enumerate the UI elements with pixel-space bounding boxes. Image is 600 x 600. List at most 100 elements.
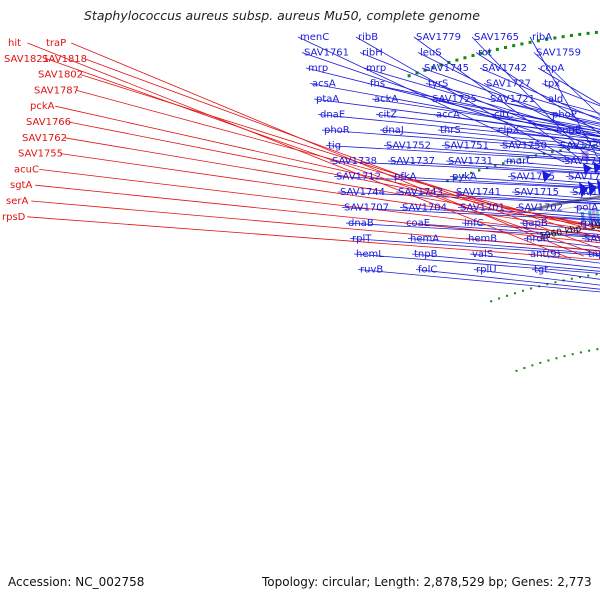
label-connector [507, 176, 600, 185]
gene-label: sgtA [10, 180, 32, 191]
grid-dot [523, 367, 526, 370]
label-connector [317, 114, 600, 143]
gene-label: SAV1821 [4, 54, 49, 65]
gene-label: SAV1731 [448, 156, 493, 167]
gene-label: SAV1737 [390, 156, 435, 167]
label-connector [475, 52, 600, 134]
gene-label: engB [556, 125, 582, 136]
feature-arrow [596, 179, 600, 196]
feature-arrow [583, 163, 592, 175]
label-connector [479, 67, 600, 121]
grid-dot [423, 68, 427, 72]
label-connector [383, 145, 600, 161]
gene-label: SAV1715 [514, 187, 559, 198]
gene-label: citC [494, 110, 513, 121]
grid-dot [506, 294, 509, 297]
gene-label: SAV1747 [568, 172, 600, 183]
grid-dot [528, 40, 532, 44]
label-connector [433, 114, 600, 137]
label-connector [371, 98, 600, 134]
gene-label: SAV1738 [332, 156, 377, 167]
label-connector [537, 67, 600, 105]
gene-label: tig [328, 141, 341, 152]
feature-arrow [578, 181, 588, 198]
grid-dot [555, 357, 558, 360]
grid-dot [504, 45, 508, 49]
grid-dot [570, 277, 573, 280]
label-connector [461, 222, 600, 235]
gene-label: SAV1755 [18, 149, 63, 160]
label-connector [417, 52, 600, 144]
grid-dot [469, 171, 473, 175]
label-connector [60, 153, 600, 232]
label-connector [545, 98, 600, 114]
grid-dot [494, 164, 497, 167]
gene-label: SAV1750 [502, 141, 547, 152]
label-connector [353, 253, 600, 274]
gene-label: tyrS [428, 79, 448, 90]
gene-label: phoP [552, 110, 577, 121]
label-connector [64, 137, 600, 229]
label-connector [503, 160, 600, 170]
grid-dot [486, 166, 489, 170]
gene-label: SAV1702 [518, 203, 563, 214]
gene-label: SAV1765 [474, 32, 519, 43]
label-connector [337, 191, 600, 205]
label-connector [399, 207, 600, 221]
gene-label: dnaJ [382, 125, 404, 136]
grid-dot [554, 281, 557, 284]
grid-dot [584, 145, 587, 148]
grid-dot [547, 359, 550, 362]
gene-label: SAV1745 [424, 63, 469, 74]
topology-label: Topology: circular; Length: 2,878,529 bp… [261, 575, 592, 589]
gene-label: fhs [370, 79, 385, 90]
label-connector [39, 169, 600, 237]
label-connector [429, 98, 600, 130]
gene-label: dnaE [320, 110, 345, 121]
label-connector [499, 145, 600, 156]
gene-label: thrS [440, 125, 461, 136]
gene-label: ccpA [540, 63, 564, 74]
label-connector [411, 253, 600, 272]
label-connector [341, 207, 600, 221]
gene-label: hemA [410, 234, 439, 245]
grid-dot [588, 349, 591, 352]
diagram-title: Staphylococcus aureus subsp. aureus Mu50… [84, 8, 480, 23]
grid-dot [454, 176, 457, 180]
label-connector [387, 160, 600, 174]
label-connector [309, 83, 600, 137]
gene-label: SAV1665 [584, 234, 600, 245]
label-connector [395, 191, 600, 204]
grid-dot [571, 353, 574, 356]
gene-label: SAV1721 [490, 94, 535, 105]
grid-dot [431, 66, 435, 70]
gene-label: SAV1707 [344, 203, 389, 214]
gene-label: coaE [406, 218, 430, 229]
gene-label: infC [464, 218, 484, 229]
label-connector [31, 200, 600, 252]
grid-dot [512, 44, 516, 48]
label-connector [469, 253, 600, 269]
gene-label: SAV1739 [560, 141, 600, 152]
gene-label: tnpB [414, 249, 438, 260]
label-connector [487, 98, 600, 124]
grid-dot [415, 71, 419, 75]
gene-label: SAV1742 [482, 63, 527, 74]
label-connector [457, 207, 600, 219]
grid-dot [545, 37, 549, 41]
gene-label: SAV1705 [510, 172, 555, 183]
label-connector [35, 184, 600, 244]
label-connector [363, 67, 600, 137]
grid-dot [536, 39, 540, 43]
gene-label: SAV1787 [34, 85, 79, 96]
gene-label: SAV1802 [38, 70, 83, 81]
gene-label: folC [418, 265, 437, 276]
gene-label: ribH [362, 48, 383, 59]
gene-label: menC [300, 32, 329, 43]
gene-label: SAV1727 [486, 79, 531, 90]
gene-label: mrp [366, 63, 386, 74]
label-connector [415, 269, 600, 290]
gene-label: citZ [378, 110, 397, 121]
label-connector [71, 42, 584, 257]
gene-label: ruvB [360, 265, 383, 276]
